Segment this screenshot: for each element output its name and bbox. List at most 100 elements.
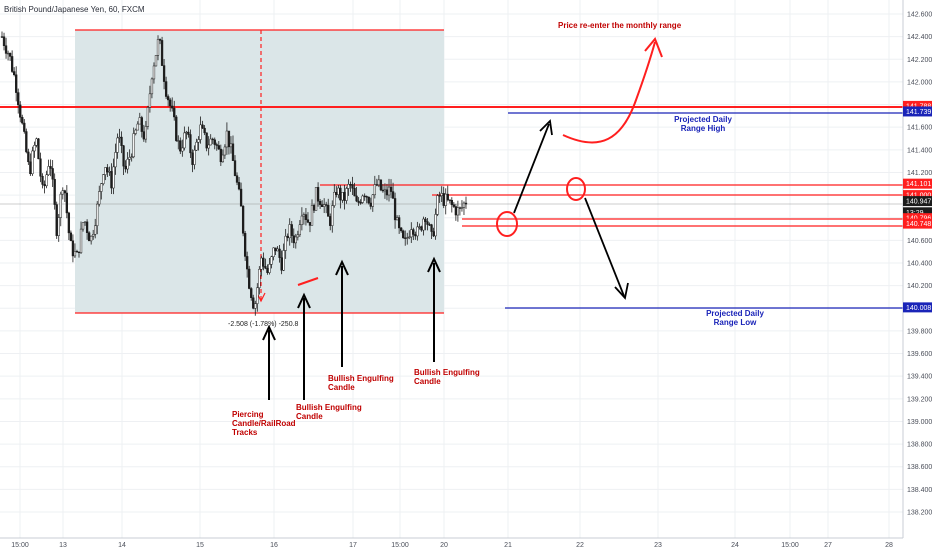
candle-body [446,193,449,201]
candle-body [39,158,42,177]
candle-body [310,205,314,226]
candle-body [231,143,235,161]
candle-body [365,196,368,198]
candle-body [436,195,439,215]
candle-body [387,186,391,196]
candle-body [175,116,178,141]
candle-body [320,204,324,207]
candle-body [2,36,6,46]
candle-body [122,145,125,167]
candle-body [375,184,378,186]
candle-body [258,269,261,289]
price-tag [903,178,932,189]
candle-body [270,256,273,265]
candle-body [25,131,28,153]
candle-body [243,233,247,257]
x-tick-label: 14 [118,542,126,549]
price-tag-label: 141.739 [906,109,931,116]
x-tick-label: 17 [349,542,357,549]
candle-body [306,219,310,223]
candle-body [15,74,18,93]
candle-body [217,145,220,150]
candle-body [229,143,233,148]
candle-body [424,218,427,222]
candle-body [367,196,370,204]
candle-body [404,237,407,239]
candle-body [318,201,322,205]
note-projected-low: Projected Daily Range Low [706,309,764,327]
candle-body [420,226,423,231]
x-tick-label: 23 [654,542,662,549]
reentry-curve-arrow [562,41,656,144]
candle-body [94,225,97,235]
candle-body [385,189,389,196]
candle-body [239,188,243,207]
railroad-marker [297,277,319,286]
x-tick-label: 16 [270,542,278,549]
candle-body [361,195,364,203]
candle-body [464,202,468,205]
candle-body [402,230,405,239]
candle-body [134,129,137,134]
candle-body [116,137,119,153]
candle-body [219,148,222,163]
candle-body [23,122,26,132]
y-tick-label: 138.400 [907,487,932,494]
candle-body [302,214,306,217]
candle-body [462,202,466,208]
candle-body [286,235,289,239]
y-tick-label: 139.200 [907,396,932,403]
y-tick-label: 142.600 [907,12,932,19]
candle-body [55,204,58,236]
candle-body [329,216,332,226]
candle-body [158,39,162,41]
candle-body [241,205,245,234]
candle-body [430,224,433,232]
candle-body [142,131,145,140]
note-projected-high: Projected Daily Range High [674,115,732,133]
chart-title: British Pound/Japanese Yen, 60, FXCM [4,5,145,14]
candle-body [276,248,279,252]
candle-body [294,236,297,244]
y-tick-label: 142.200 [907,57,932,64]
x-tick-label: 15:00 [781,542,799,549]
candle-body [33,145,36,152]
price-tag-label: 140.748 [906,221,931,228]
candle-body [379,179,383,191]
candle-body [29,161,32,175]
candle-body [8,52,12,57]
x-tick-label: 20 [440,542,448,549]
candle-body [193,149,196,165]
candle-body [373,184,376,196]
candle-body [371,194,374,207]
candle-body [312,205,316,211]
x-tick-label: 27 [824,542,832,549]
candle-body [189,134,192,154]
candle-body [349,184,352,186]
candle-body [110,171,113,189]
candle-body [126,158,129,170]
candle-body [209,138,212,146]
price-tag-label: 140.947 [906,199,931,206]
candle-body [166,96,170,101]
candle-body [49,166,52,169]
candle-body [260,257,263,270]
candle-body [325,204,328,206]
candle-body [391,191,395,199]
candle-body [185,131,188,134]
candle-body [426,221,429,225]
candle-body [207,144,210,149]
candle-body [67,212,71,234]
candle-body [31,150,34,175]
price-tag-label: 141.101 [906,181,931,188]
measure-label: -2.508 (-1.78%) -250.8 [228,321,299,328]
circle-support [496,211,518,237]
candle-body [171,105,174,109]
candle-body [211,138,214,141]
candle-body [351,184,354,189]
candle-body [400,227,403,232]
candle-body [21,117,24,124]
candle-body [57,217,60,236]
candle-body [221,154,225,163]
